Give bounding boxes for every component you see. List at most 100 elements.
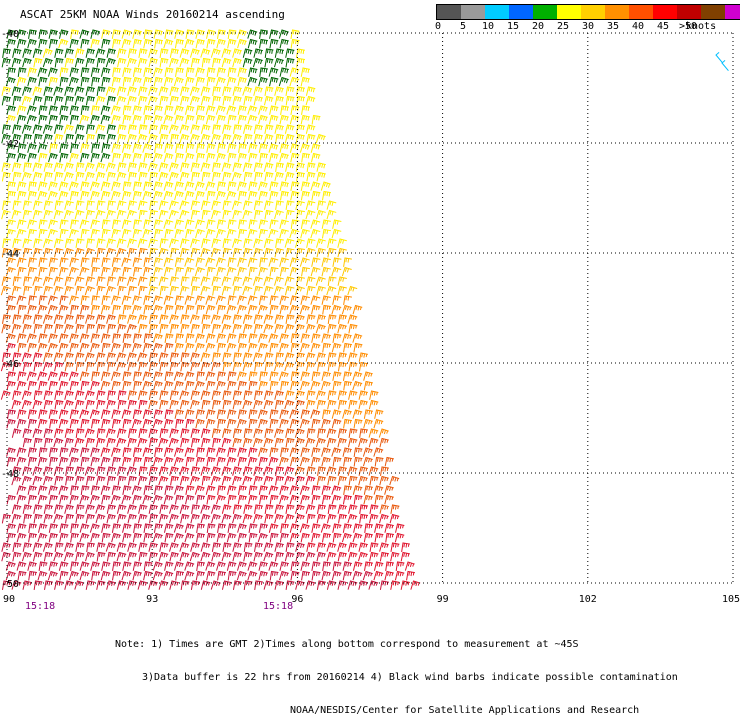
barb-shape [343, 342, 352, 353]
wind-barb [37, 494, 48, 505]
wind-barb [47, 570, 58, 581]
wind-barb [1, 57, 11, 68]
barb-shape [174, 228, 184, 239]
wind-barb [295, 48, 305, 58]
wind-barb [117, 48, 127, 58]
barb-shape [17, 570, 27, 581]
barb-shape [184, 152, 195, 163]
wind-barb [280, 105, 289, 115]
wind-barb [232, 437, 242, 448]
wind-barb [380, 466, 389, 476]
wind-barb [179, 133, 190, 144]
barb-shape [190, 390, 200, 400]
barb-shape [59, 152, 69, 163]
wind-barb [248, 485, 258, 495]
barb-shape [268, 67, 279, 77]
wind-barb [17, 523, 27, 533]
barb-shape [263, 314, 274, 324]
barb-shape [173, 371, 184, 381]
wind-barb [116, 504, 127, 514]
barb-shape [153, 371, 163, 381]
wind-barb [59, 523, 69, 533]
barb-shape [211, 551, 221, 562]
wind-barb [122, 342, 132, 353]
wind-barb [305, 124, 316, 134]
wind-barb [222, 542, 232, 552]
wind-barb [53, 466, 64, 476]
wind-barb [316, 162, 326, 172]
barb-shape [64, 390, 74, 400]
barb-shape [253, 200, 263, 210]
wind-barb [111, 143, 121, 153]
wind-barb [337, 285, 347, 296]
barb-shape [138, 399, 148, 410]
barb-shape [1, 580, 11, 590]
wind-barb [174, 342, 184, 353]
barb-shape [37, 67, 48, 77]
barb-shape [154, 447, 163, 457]
barb-shape [27, 342, 37, 353]
wind-barb [284, 466, 295, 476]
barb-shape [90, 29, 100, 39]
wind-barb [11, 323, 22, 334]
wind-barb [174, 485, 184, 495]
barb-shape [112, 38, 121, 49]
barb-shape [95, 352, 106, 362]
wind-barb [69, 494, 79, 505]
wind-barb [279, 570, 289, 581]
wind-barb [326, 285, 337, 296]
barb-shape [6, 114, 16, 125]
wind-barb [211, 133, 221, 144]
wind-barb [96, 390, 106, 400]
wind-barb [279, 485, 289, 495]
wind-barb [133, 380, 142, 391]
barb-shape [210, 475, 221, 486]
barb-shape [210, 314, 221, 324]
barb-shape [106, 171, 116, 182]
wind-barb [343, 295, 352, 305]
barb-shape [48, 532, 58, 543]
barb-shape [179, 133, 190, 144]
wind-barb [316, 475, 326, 486]
barb-shape [284, 513, 295, 524]
wind-barb [27, 380, 37, 391]
barb-shape [300, 333, 310, 343]
barb-shape [79, 219, 90, 229]
wind-barb [116, 580, 127, 590]
barb-shape [100, 447, 111, 457]
wind-barb [269, 295, 279, 305]
wind-barb [212, 124, 221, 134]
barb-shape [374, 494, 384, 505]
barb-shape [127, 437, 137, 448]
barb-shape [64, 352, 74, 362]
wind-barb [243, 133, 253, 144]
barb-shape [168, 162, 179, 172]
wind-barb [289, 447, 300, 457]
barb-shape [280, 523, 289, 533]
wind-barb [232, 57, 242, 68]
barb-shape [222, 247, 232, 258]
barb-shape [26, 333, 37, 343]
barb-shape [121, 257, 132, 267]
barb-shape [64, 86, 74, 96]
wind-barb [63, 551, 74, 562]
wind-barb [116, 95, 127, 106]
wind-barb [274, 428, 284, 438]
wind-barb [206, 38, 216, 49]
barb-shape [117, 399, 127, 410]
barb-shape [253, 399, 263, 410]
notes: Note: 1) Times are GMT 2)Times along bot… [115, 617, 678, 727]
wind-barb [321, 456, 331, 467]
barb-shape [358, 399, 368, 410]
barb-shape [285, 437, 295, 448]
barb-shape [84, 162, 95, 172]
barb-shape [289, 67, 300, 77]
barb-shape [68, 181, 79, 191]
wind-barb [326, 580, 337, 590]
wind-barb [16, 532, 27, 543]
barb-shape [38, 105, 48, 115]
barb-shape [117, 314, 127, 324]
barb-shape [306, 399, 316, 410]
barb-shape [258, 114, 268, 125]
wind-barb [279, 409, 289, 419]
